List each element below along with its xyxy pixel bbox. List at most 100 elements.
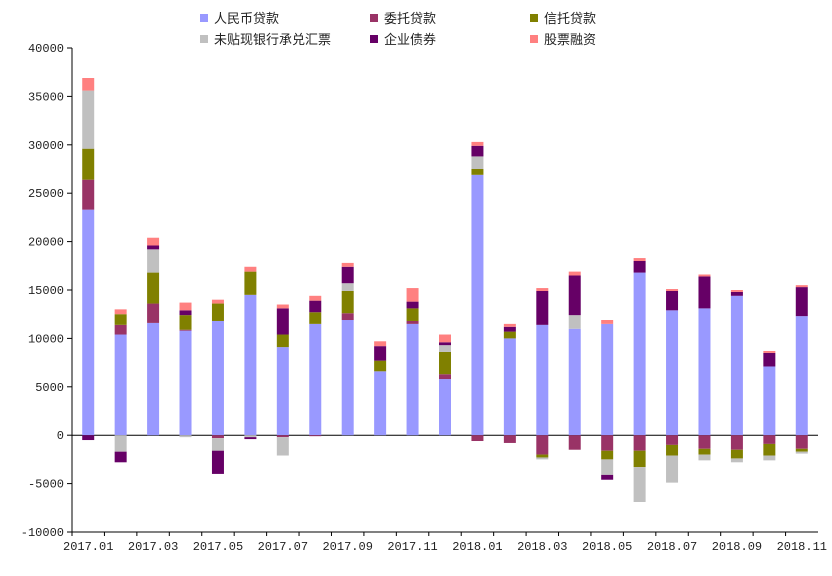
bar-segment — [601, 450, 614, 460]
bar-segment — [568, 315, 581, 329]
bar-segment — [82, 209, 95, 436]
x-tick-label: 2018.09 — [712, 540, 762, 554]
y-tick-label: 10000 — [28, 332, 64, 346]
y-tick-label: 5000 — [35, 381, 64, 395]
bar-segment — [698, 276, 711, 309]
bar-segment — [633, 258, 646, 261]
bar-segment — [114, 324, 127, 335]
bar-segment — [666, 444, 679, 456]
bar-segment — [698, 454, 711, 461]
bar-segment — [730, 449, 743, 459]
bar-segment — [795, 316, 808, 436]
bar-segment — [211, 438, 224, 451]
x-tick-label: 2017.11 — [387, 540, 437, 554]
bar-segment — [536, 435, 549, 455]
bar-segment — [763, 435, 776, 444]
bar-segment — [536, 324, 549, 436]
bar-segment — [698, 308, 711, 436]
bar-segment — [82, 90, 95, 149]
bar-segment — [341, 283, 354, 291]
bar-segment — [698, 435, 711, 449]
bar-segment — [147, 249, 160, 273]
legend-swatch — [530, 34, 538, 43]
bar-segment — [82, 148, 95, 180]
bar-segment — [536, 454, 549, 458]
bar-segment — [763, 366, 776, 436]
bar-segment — [633, 467, 646, 502]
bar-segment — [244, 435, 257, 438]
bar-segment — [503, 338, 516, 436]
bar-segment — [601, 435, 614, 451]
bar-segment — [114, 309, 127, 315]
bar-segment — [698, 448, 711, 455]
bar-segment — [795, 285, 808, 288]
bar-segment — [601, 323, 614, 436]
bar-segment — [374, 341, 387, 347]
x-tick-label: 2018.03 — [517, 540, 567, 554]
bar-segment — [244, 294, 257, 436]
y-tick-label: 35000 — [28, 90, 64, 104]
bar-segment — [666, 290, 679, 311]
y-tick-label: 25000 — [28, 187, 64, 201]
bar-segment — [666, 310, 679, 436]
bar-segment — [341, 290, 354, 314]
bar-segment — [341, 320, 354, 436]
legend-swatch — [200, 34, 208, 43]
y-tick-label: -10000 — [21, 526, 64, 540]
bar-segment — [795, 435, 808, 449]
legend-swatch — [370, 13, 378, 22]
bar-segment — [374, 360, 387, 372]
legend-label: 信托贷款 — [544, 12, 597, 27]
bar-segment — [374, 371, 387, 436]
bar-segment — [439, 342, 451, 346]
bar-segment — [82, 78, 95, 91]
bar-segment — [568, 275, 581, 316]
bar-segment — [244, 271, 257, 295]
bar-segment — [633, 272, 646, 436]
bar-segment — [698, 274, 711, 277]
bar-segment — [471, 156, 484, 169]
bar-segment — [730, 295, 743, 436]
chart-legend: 人民币贷款 委托贷款 信托贷款 未贴现银行承兑汇票 企业债券 股票融资 — [200, 8, 640, 48]
bar-segment — [536, 288, 549, 291]
bar-segment — [341, 262, 354, 267]
bar-segment — [341, 313, 354, 321]
bar-segment — [179, 330, 192, 436]
bar-segment — [114, 314, 127, 325]
bar-segment — [666, 435, 679, 445]
bar-segment — [374, 346, 387, 361]
bar-segment — [406, 308, 419, 321]
bar-segment — [309, 323, 322, 436]
legend-item: 委托贷款 — [370, 8, 530, 27]
bar-segment — [666, 289, 679, 291]
y-tick-label: -5000 — [28, 478, 64, 492]
bar-segment — [276, 308, 289, 335]
bar-segment — [276, 347, 289, 436]
bar-segment — [471, 169, 484, 175]
bar-segment — [763, 352, 776, 367]
x-tick-label: 2018.05 — [582, 540, 632, 554]
legend-item: 企业债券 — [370, 29, 530, 48]
bar-segment — [147, 272, 160, 304]
bar-segment — [503, 323, 516, 327]
bar-segment — [276, 435, 289, 438]
x-tick-label: 2018.01 — [452, 540, 502, 554]
legend-label: 企业债券 — [384, 33, 437, 48]
legend-swatch — [370, 34, 378, 43]
bar-segment — [471, 141, 484, 146]
bar-segment — [179, 329, 192, 331]
y-tick-label: 20000 — [28, 236, 64, 250]
x-tick-label: 2017.09 — [322, 540, 372, 554]
bar-segment — [439, 379, 451, 436]
legend-swatch — [530, 13, 538, 22]
bar-segment — [147, 303, 160, 323]
bar-segment — [503, 435, 516, 443]
bar-segment — [763, 443, 776, 456]
bar-segment — [276, 437, 289, 456]
bar-segment — [309, 312, 322, 324]
bar-segment — [730, 290, 743, 292]
legend-label: 股票融资 — [544, 33, 597, 48]
x-tick-label: 2018.11 — [777, 540, 827, 554]
legend-item: 信托贷款 — [530, 8, 650, 27]
